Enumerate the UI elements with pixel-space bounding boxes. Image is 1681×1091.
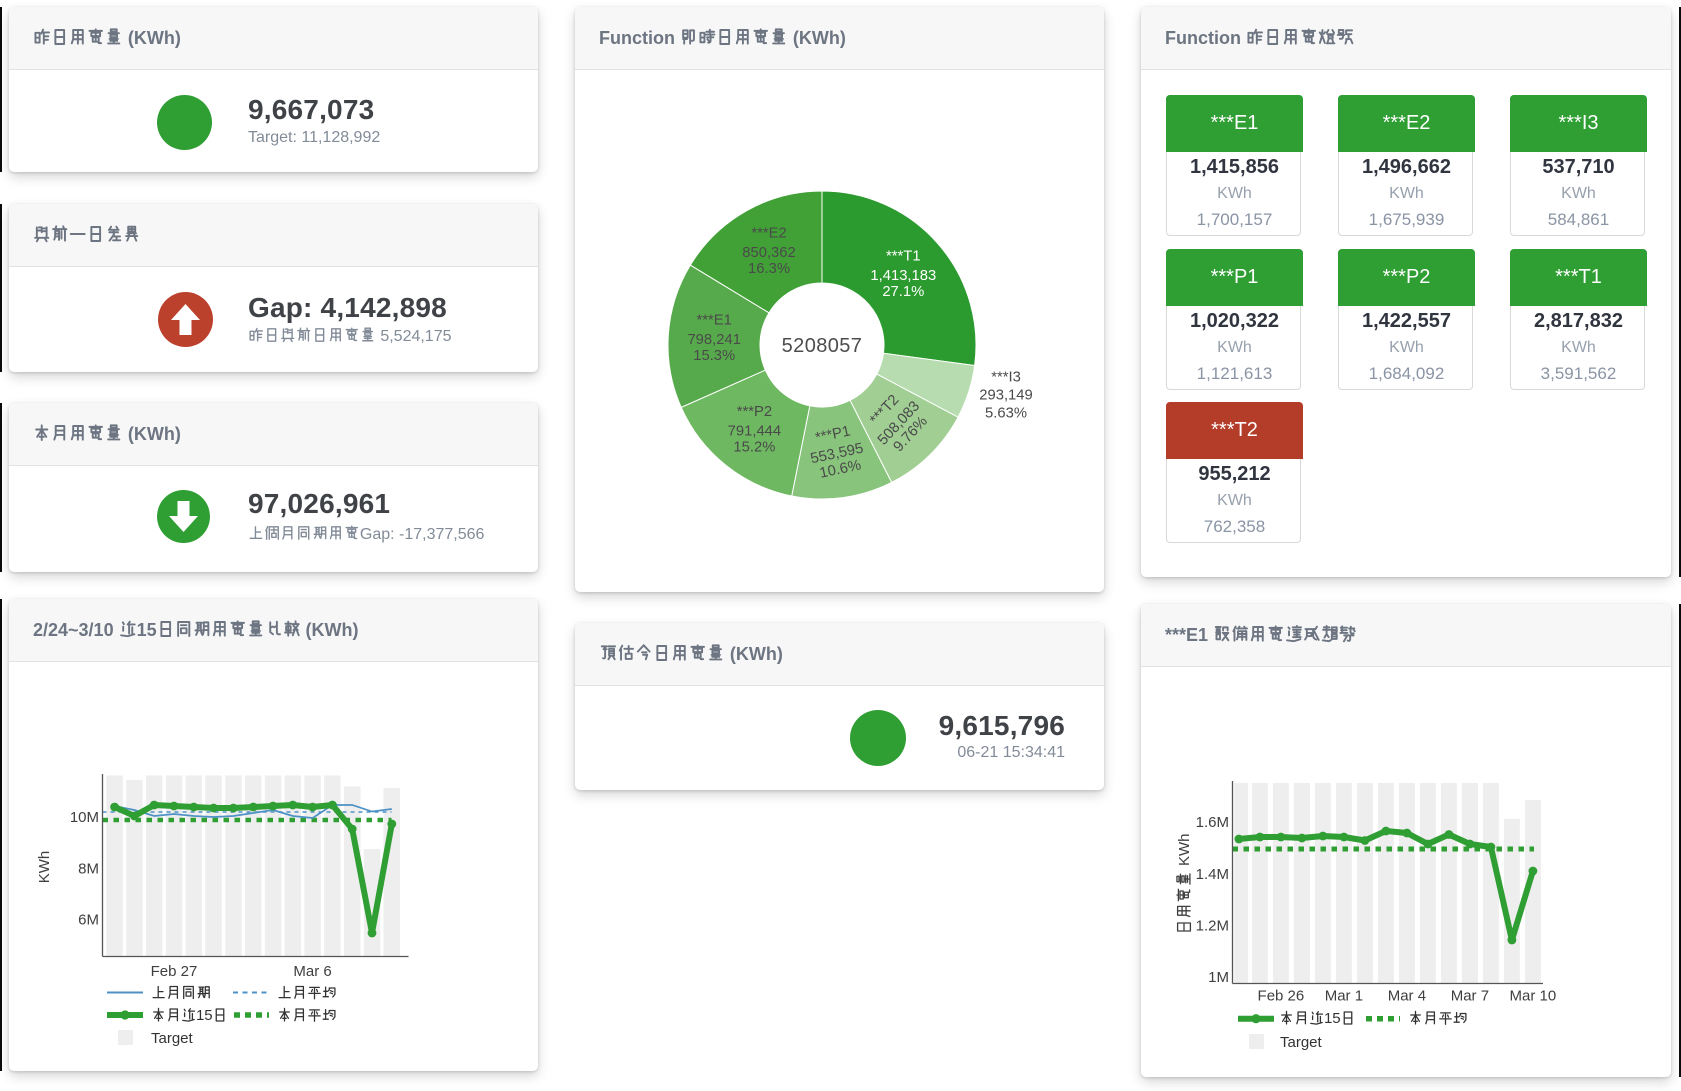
svg-text:***E2: ***E2	[751, 225, 786, 241]
svg-text:6M: 6M	[78, 912, 99, 929]
svg-text:5208057: 5208057	[782, 335, 863, 357]
svg-text:Mar 1: Mar 1	[1325, 988, 1363, 1005]
svg-text:1: 1	[1324, 1010, 1332, 1027]
svg-text:798,241: 798,241	[687, 332, 741, 348]
svg-text:Mar 10: Mar 10	[1510, 988, 1557, 1005]
svg-text:***P1: ***P1	[814, 423, 852, 446]
svg-text:293,149: 293,149	[979, 388, 1033, 404]
svg-text:Mar 6: Mar 6	[293, 963, 331, 980]
svg-text:Mar 4: Mar 4	[1388, 988, 1426, 1005]
svg-text:5: 5	[204, 1007, 212, 1024]
svg-text:1.2M: 1.2M	[1196, 917, 1229, 934]
svg-text:1,413,183: 1,413,183	[870, 268, 936, 284]
svg-text:KWh: KWh	[1176, 833, 1193, 866]
svg-text:***T1: ***T1	[886, 248, 921, 264]
svg-text:8M: 8M	[78, 861, 99, 878]
svg-text:Feb 26: Feb 26	[1258, 988, 1305, 1005]
svg-text:Feb 27: Feb 27	[151, 963, 198, 980]
svg-text:10M: 10M	[70, 809, 99, 826]
svg-text:1.6M: 1.6M	[1196, 814, 1229, 831]
svg-text:1: 1	[196, 1007, 204, 1024]
svg-text:Mar 7: Mar 7	[1451, 988, 1489, 1005]
svg-text:***I3: ***I3	[991, 370, 1021, 386]
svg-text:***E1: ***E1	[697, 313, 732, 329]
svg-text:Target: Target	[1280, 1034, 1323, 1051]
svg-text:1M: 1M	[1208, 969, 1229, 986]
svg-text:27.1%: 27.1%	[882, 284, 924, 300]
svg-text:15.3%: 15.3%	[693, 348, 735, 364]
svg-text:15.2%: 15.2%	[733, 439, 775, 455]
svg-text:Target: Target	[151, 1030, 194, 1047]
svg-text:16.3%: 16.3%	[748, 261, 790, 277]
svg-text:1.4M: 1.4M	[1196, 866, 1229, 883]
svg-text:850,362: 850,362	[742, 245, 796, 261]
svg-text:791,444: 791,444	[728, 423, 782, 439]
svg-text:5: 5	[1332, 1010, 1340, 1027]
svg-text:KWh: KWh	[36, 851, 53, 884]
svg-text:5.63%: 5.63%	[985, 406, 1027, 422]
svg-text:***P2: ***P2	[737, 404, 772, 420]
